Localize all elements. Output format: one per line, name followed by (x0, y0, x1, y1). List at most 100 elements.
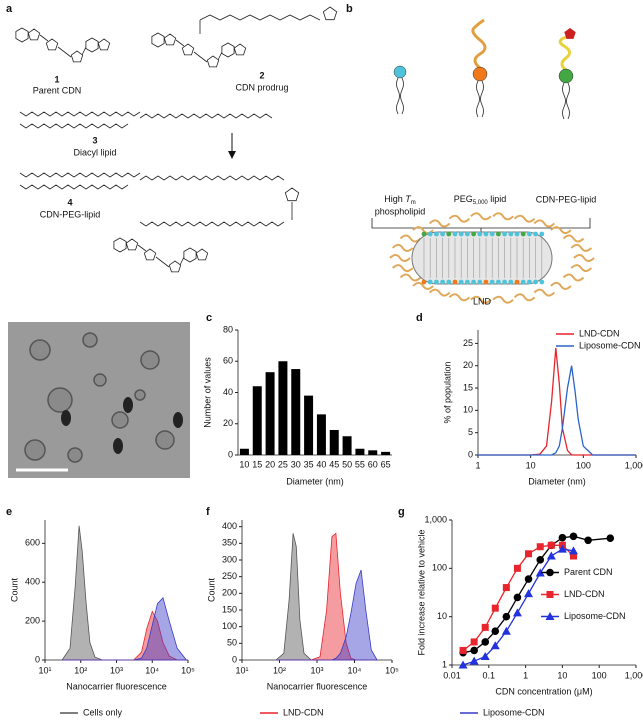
x-tick-label: 10³ (310, 665, 323, 675)
marker (536, 556, 545, 564)
peg-chain (513, 293, 536, 302)
head (471, 279, 476, 285)
component-label: PEG5,000 lipid (454, 194, 507, 205)
head (508, 279, 514, 285)
marker (502, 612, 511, 621)
head (483, 279, 489, 285)
lipid-icons (393, 18, 576, 120)
y-tick-label: 0 (232, 654, 237, 664)
lnd-particle (389, 212, 595, 304)
micrograph (8, 322, 190, 478)
x-tick-label: 10⁵ (181, 665, 195, 675)
cdn (564, 28, 576, 39)
y-axis-label: Fold increase relative to vehicle (416, 529, 426, 655)
bar (291, 369, 301, 455)
head (421, 279, 427, 285)
peg-chain (558, 34, 571, 72)
panel-label: c (206, 312, 212, 324)
marker (557, 544, 567, 553)
label-part: lipid (488, 194, 507, 204)
bar (239, 448, 249, 455)
chemical-structures (15, 6, 338, 273)
vesicle (67, 447, 83, 463)
chain (19, 172, 300, 227)
bar (316, 414, 326, 455)
head (421, 231, 427, 237)
particle-label: LND (473, 296, 492, 306)
y-tick-label: 20 (223, 418, 233, 428)
y-tick-label: 400 (25, 577, 40, 587)
x-tick-label: 1 (523, 670, 528, 680)
y-tick-label: 15 (463, 382, 473, 392)
head (427, 279, 433, 285)
bar (342, 436, 352, 455)
x-tick-label: 10³ (110, 665, 123, 675)
y-tick-label: 350 (222, 538, 237, 548)
head (533, 231, 538, 237)
x-tick-label: 40 (316, 459, 326, 469)
lipid-tail (476, 80, 484, 118)
marker (535, 568, 545, 577)
x-tick-label: 35 (304, 459, 314, 469)
peg-chain (428, 288, 451, 297)
peg-chain (399, 234, 422, 243)
bond (15, 27, 111, 63)
x-tick-label: 10⁵ (385, 665, 399, 675)
peg-chain (389, 254, 411, 262)
label-part: 5,000 (473, 200, 489, 206)
compound-number: 3 (92, 135, 97, 145)
x-tick-label: 1,000 (625, 670, 643, 680)
head (434, 279, 439, 285)
head (520, 279, 526, 285)
lipid-head (393, 65, 407, 79)
area (275, 569, 378, 661)
x-tick-label: 100 (592, 670, 607, 680)
head (446, 231, 452, 237)
area (62, 597, 188, 661)
bar (265, 372, 275, 455)
peg-chain (570, 264, 593, 273)
peg-chain (513, 214, 536, 223)
y-tick-label: 10 (437, 611, 447, 621)
label-part: High (384, 194, 405, 204)
label-part: PEG (454, 194, 473, 204)
peg-chain (562, 234, 585, 243)
peg-chain (492, 212, 514, 221)
stain (173, 412, 183, 428)
marker (524, 575, 533, 583)
bar (278, 361, 288, 455)
vesicle (111, 411, 129, 429)
component-label: High Tm (384, 194, 416, 205)
component-label: phospholipid (375, 206, 426, 216)
y-tick-label: 100 (222, 621, 237, 631)
y-tick-label: 100 (432, 563, 447, 573)
marker (584, 536, 592, 545)
y-tick-label: 20 (463, 360, 473, 370)
compound-name: CDN prodrug (235, 82, 288, 92)
head (452, 231, 458, 237)
marker (469, 656, 479, 665)
head (483, 231, 489, 237)
x-tick-label: 20 (265, 459, 275, 469)
peg-chain (573, 254, 595, 262)
head (471, 231, 476, 237)
y-tick-label: 40 (223, 387, 233, 397)
peg-chain (391, 243, 414, 252)
compound-number: 4 (67, 197, 72, 207)
y-axis-label: % of population (442, 361, 452, 423)
peg-chain (562, 273, 585, 282)
peg-chain (550, 226, 572, 235)
y-tick-label: 60 (223, 356, 233, 366)
peg-chain (492, 295, 514, 304)
bar (381, 451, 391, 455)
marker (501, 626, 511, 635)
head (508, 231, 514, 237)
peg-chain (570, 243, 593, 252)
x-axis-label: Diameter (nm) (528, 476, 586, 486)
label-part: T (405, 194, 412, 204)
chain (19, 111, 273, 129)
label-part: m (411, 200, 416, 206)
head (465, 279, 470, 285)
peg-chain (533, 219, 556, 228)
bilayer (411, 231, 553, 285)
